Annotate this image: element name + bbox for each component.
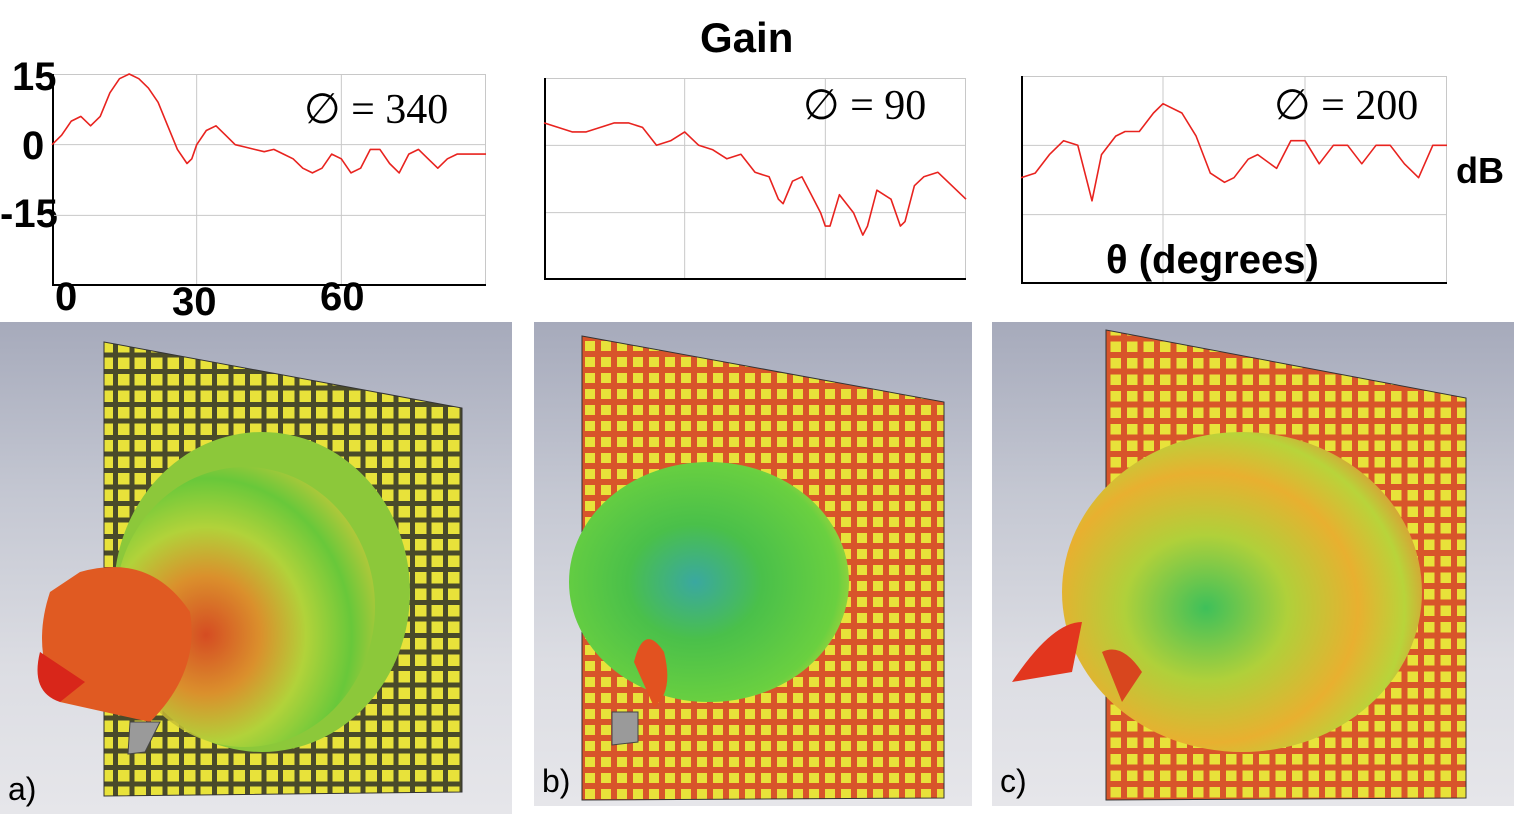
panel-label-b: b) [542, 763, 571, 799]
x-tick-label-60: 60 [320, 275, 365, 319]
y-tick-label-neg15: -15 [0, 192, 58, 236]
metasurface-pattern-a [37, 341, 463, 797]
metasurface-pattern-b [569, 335, 945, 801]
gain-curve-series [51, 73, 486, 174]
panel-label-a: a) [8, 771, 37, 807]
gain-curve-series [543, 122, 967, 236]
gain-curve-series [1020, 102, 1447, 202]
y-tick-label-0: 0 [22, 124, 45, 168]
metasurface-pattern-c [1012, 329, 1467, 801]
plot-axes [1021, 76, 1447, 284]
y-tick-label-15: 15 [12, 55, 57, 99]
phi-label-340: ∅ = 340 [304, 87, 449, 133]
phi-label-90: ∅ = 90 [803, 83, 927, 129]
panel-c: c) [992, 322, 1514, 806]
panel-b: b) [534, 322, 972, 806]
panel-a: a) [0, 322, 512, 814]
gain-plot-phi-200 [1020, 76, 1447, 284]
gain-plot-phi-340 [51, 73, 486, 286]
plot-axes [544, 78, 966, 280]
unit-label: dB [1456, 150, 1504, 191]
phi-label-200: ∅ = 200 [1274, 83, 1419, 129]
theta-axis-label: θ (degrees) [1106, 238, 1319, 282]
gain-plot-phi-90 [543, 78, 967, 280]
x-tick-label-30: 30 [172, 280, 217, 324]
panel-label-c: c) [1000, 763, 1027, 799]
chart-title: Gain [700, 14, 794, 61]
